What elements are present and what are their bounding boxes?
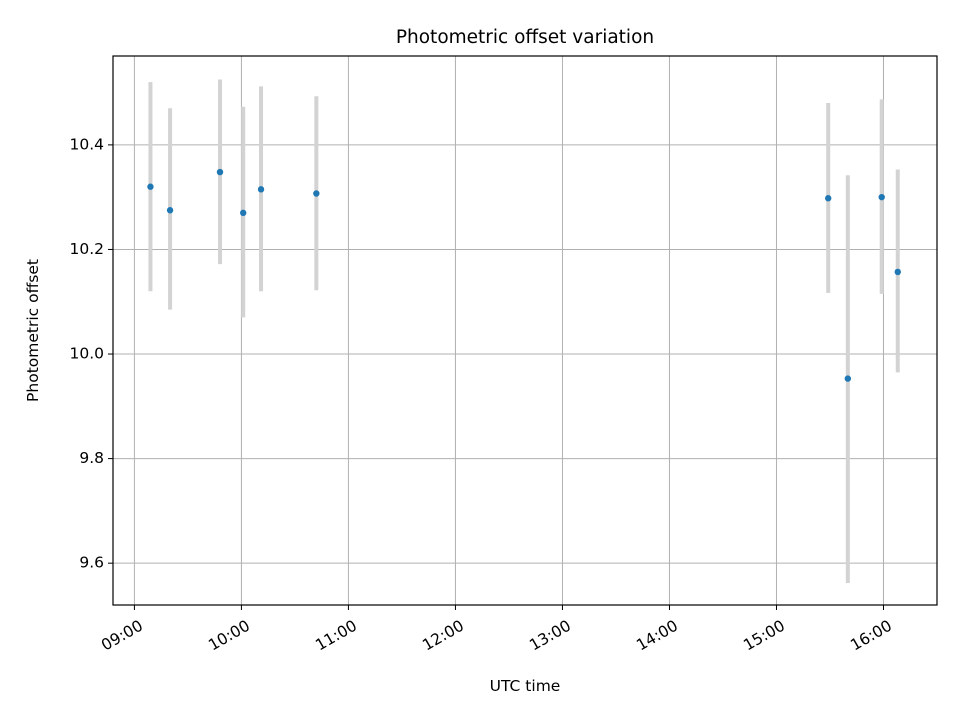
data-point xyxy=(147,183,154,190)
data-point-layer xyxy=(147,168,901,382)
chart-title: Photometric offset variation xyxy=(396,27,654,48)
data-point xyxy=(313,190,320,197)
data-point xyxy=(166,207,174,214)
grid-layer xyxy=(113,56,937,605)
y-tick-label: 9.8 xyxy=(79,449,104,467)
data-point xyxy=(257,186,265,193)
axes-frame xyxy=(112,55,938,606)
data-point xyxy=(894,268,901,276)
data-point xyxy=(216,168,224,176)
y-tick-label: 10.2 xyxy=(69,240,104,258)
data-point xyxy=(825,195,832,202)
data-point xyxy=(878,193,885,201)
y-tick-label: 10.0 xyxy=(69,345,104,363)
y-tick-label: 9.6 xyxy=(79,554,104,572)
y-tick-label: 10.4 xyxy=(69,135,104,153)
y-axis-label: Photometric offset xyxy=(24,259,42,402)
x-axis-label: UTC time xyxy=(490,677,561,695)
data-point xyxy=(239,209,247,217)
data-point xyxy=(844,375,852,382)
